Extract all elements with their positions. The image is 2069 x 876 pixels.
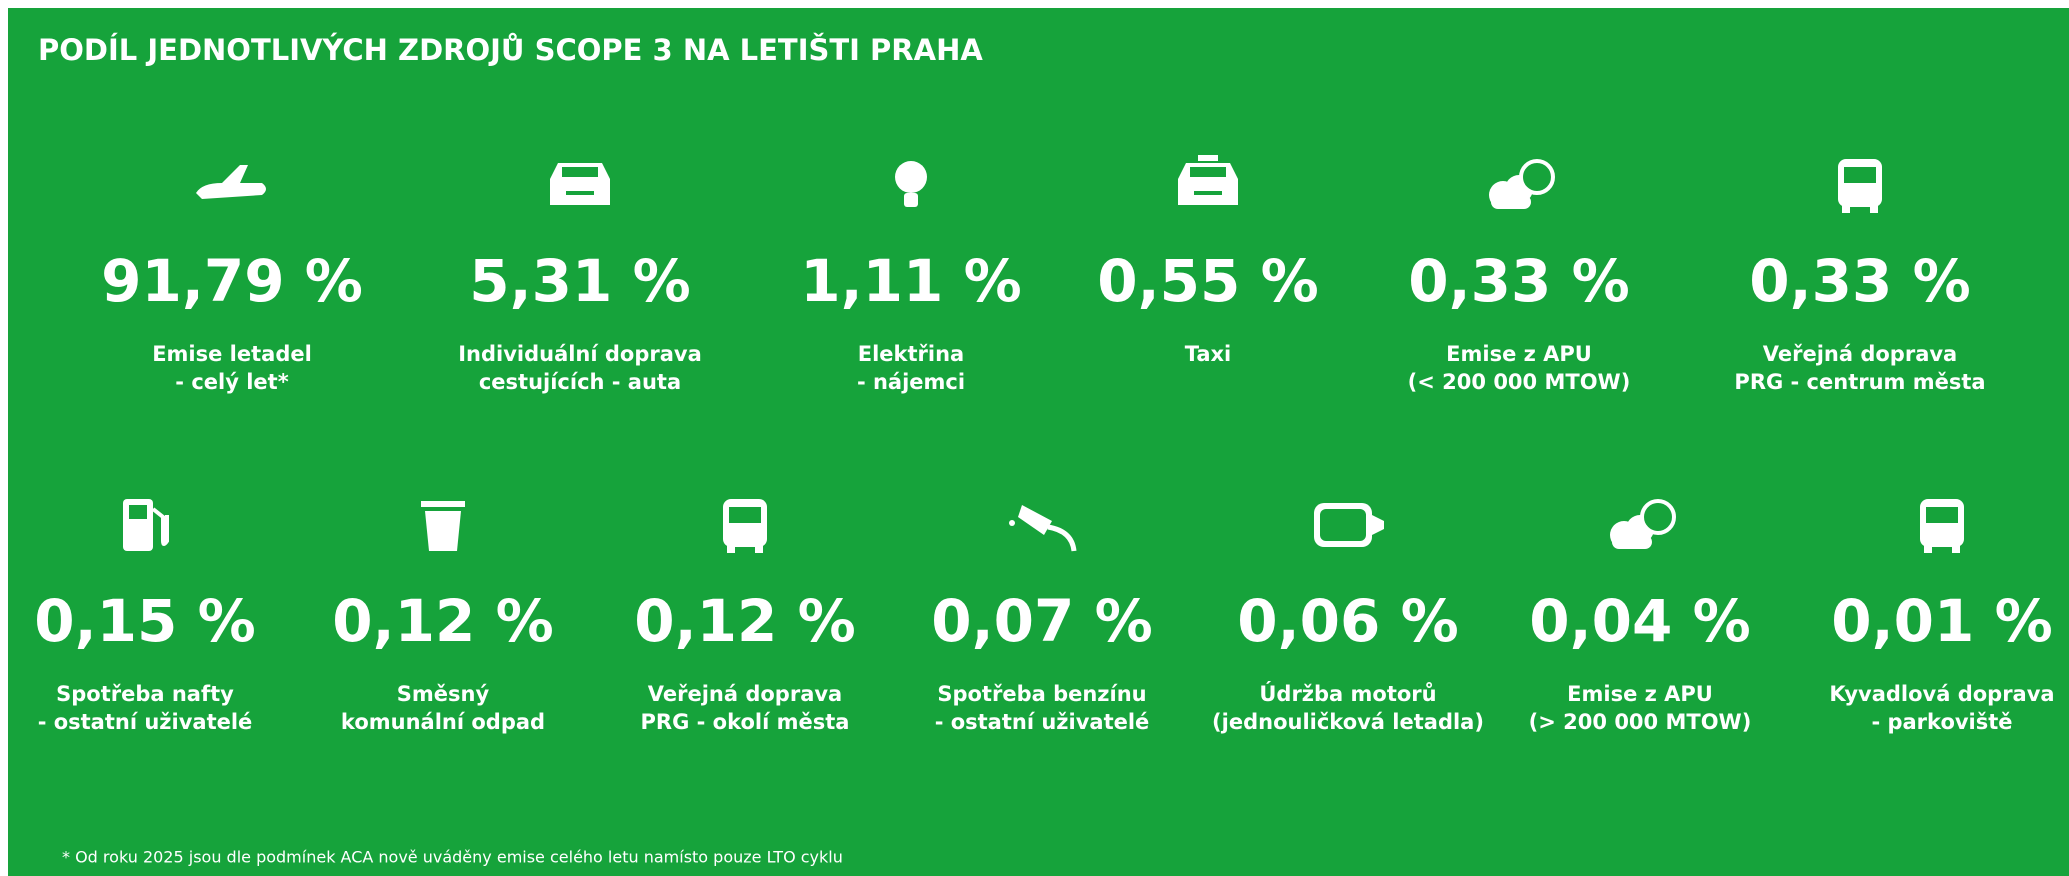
stat-label: PRG - centrum města <box>1734 370 1985 394</box>
stat-value: 0,55 % <box>1097 247 1318 315</box>
stat-value: 0,15 % <box>34 587 255 655</box>
stat-label: - ostatní uživatelé <box>38 710 253 734</box>
stat-label: Elektřina <box>858 342 964 366</box>
icon-shape <box>1320 509 1366 541</box>
stat-label: Emise z APU <box>1446 342 1592 366</box>
stat-label: Spotřeba benzínu <box>937 682 1146 706</box>
stat-label: Taxi <box>1185 342 1232 366</box>
icon-shape <box>895 161 927 193</box>
icon <box>1920 499 1964 553</box>
stat-label: Veřejná doprava <box>648 682 842 706</box>
icon <box>1314 503 1384 547</box>
icon <box>123 499 169 551</box>
stat-value: 1,11 % <box>800 247 1021 315</box>
icon-shape <box>562 167 598 177</box>
icon-shape <box>1612 535 1652 549</box>
icon-shape <box>129 505 147 519</box>
icon <box>550 163 610 205</box>
stat-label: - ostatní uživatelé <box>935 710 1150 734</box>
stat-label: Veřejná doprava <box>1763 342 1957 366</box>
icon-shape <box>1009 520 1015 526</box>
icon-shape <box>1190 167 1226 177</box>
stat-label: PRG - okolí města <box>641 710 850 734</box>
stat-value: 0,12 % <box>634 587 855 655</box>
icon <box>1610 499 1676 549</box>
icon-shape <box>1194 191 1222 195</box>
icon-shape <box>729 507 761 523</box>
icon-shape <box>727 545 735 553</box>
stat-value: 0,12 % <box>332 587 553 655</box>
title: PODÍL JEDNOTLIVÝCH ZDROJŮ SCOPE 3 NA LET… <box>38 33 983 67</box>
icon-shape <box>1640 499 1676 535</box>
icon <box>421 501 465 551</box>
icon-shape <box>1372 515 1384 535</box>
stat-label: cestujících - auta <box>479 370 681 394</box>
stat-label: Spotřeba nafty <box>56 682 234 706</box>
icon-shape <box>1018 505 1052 535</box>
icon-shape <box>904 193 918 207</box>
icon-shape <box>421 501 465 507</box>
footnote: * Od roku 2025 jsou dle podmínek ACA nov… <box>62 848 843 867</box>
stat-label: - parkoviště <box>1871 710 2012 734</box>
background <box>8 8 2069 876</box>
icon-shape <box>1926 507 1958 523</box>
stat-label: (< 200 000 MTOW) <box>1408 370 1631 394</box>
stat-label: Emise z APU <box>1567 682 1713 706</box>
stat-label: Kyvadlová doprava <box>1829 682 2054 706</box>
icon-shape <box>566 191 594 195</box>
icon <box>1178 155 1238 205</box>
stat-value: 0,07 % <box>931 587 1152 655</box>
icon-shape <box>1519 159 1555 195</box>
stat-label: - celý let* <box>175 370 288 394</box>
icon-shape <box>1047 524 1077 552</box>
stat-label: (jednouličková letadla) <box>1212 710 1484 734</box>
icon-shape <box>1198 155 1218 161</box>
icon <box>1009 505 1077 552</box>
icon-shape <box>1844 167 1876 183</box>
stat-label: komunální odpad <box>341 710 545 734</box>
icon-shape <box>1924 545 1932 553</box>
icon-shape <box>755 545 763 553</box>
stat-value: 0,06 % <box>1237 587 1458 655</box>
stat-value: 0,33 % <box>1749 247 1970 315</box>
icon-shape <box>1870 205 1878 213</box>
icon <box>196 165 266 199</box>
icon-shape <box>151 507 169 546</box>
icon <box>1489 159 1555 209</box>
icon <box>1838 159 1882 213</box>
icon-shape <box>1491 195 1531 209</box>
stat-value: 0,33 % <box>1408 247 1629 315</box>
stat-value: 0,01 % <box>1831 587 2052 655</box>
icon-shape <box>196 165 266 199</box>
stat-label: Údržba motorů <box>1259 681 1436 706</box>
icon-shape <box>1952 545 1960 553</box>
stat-value: 5,31 % <box>469 247 690 315</box>
stat-label: Individuální doprava <box>458 342 702 366</box>
icon-shape <box>1842 205 1850 213</box>
stat-label: Emise letadel <box>152 342 312 366</box>
icon-shape <box>425 511 461 551</box>
stat-label: Směsný <box>397 682 490 706</box>
stat-value: 0,04 % <box>1529 587 1750 655</box>
stat-value: 91,79 % <box>101 247 363 315</box>
stat-label: (> 200 000 MTOW) <box>1529 710 1752 734</box>
stat-label: - nájemci <box>857 370 965 394</box>
icon <box>895 161 927 207</box>
icon <box>723 499 767 553</box>
